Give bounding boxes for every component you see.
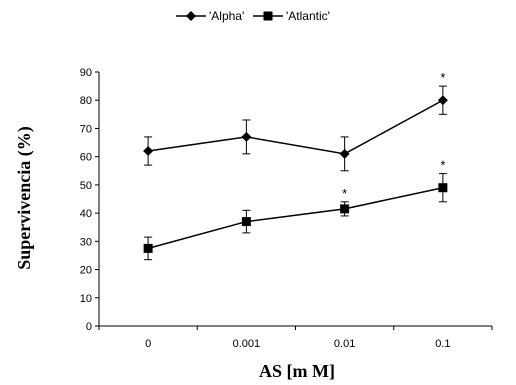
y-tick-label: 40 (80, 208, 92, 220)
data-point (143, 243, 153, 253)
y-tick-label: 80 (80, 95, 92, 107)
data-point (437, 95, 448, 106)
data-point (143, 146, 154, 157)
legend-marker (263, 11, 273, 21)
series-layer: *** (143, 70, 448, 261)
significance-star: * (440, 70, 445, 85)
data-point (438, 183, 448, 193)
significance-star: * (440, 158, 445, 173)
y-axis-title: Supervivencia (%) (14, 126, 35, 270)
significance-star: * (342, 186, 347, 201)
x-tick-label: 0.1 (435, 338, 450, 350)
y-tick-label: 20 (80, 265, 92, 277)
series-0: * (143, 70, 448, 172)
data-point (339, 148, 350, 159)
y-tick-label: 30 (80, 236, 92, 248)
y-tick-label: 50 (80, 180, 92, 192)
x-axis-title: AS [m M] (259, 361, 335, 381)
axes: 0 10 20 30 40 50 60 70 80 90 0 0.001 0.01 0.1 (80, 67, 493, 350)
legend-label: 'Alpha' (209, 9, 244, 23)
y-tick-label: 10 (80, 293, 92, 305)
y-tick-label: 90 (80, 67, 92, 79)
data-point (241, 217, 251, 227)
x-tick-label: 0.01 (334, 338, 355, 350)
data-point (340, 204, 350, 214)
legend-label: 'Atlantic' (286, 9, 330, 23)
y-tick-label: 0 (86, 321, 92, 333)
series-1: ** (143, 158, 448, 261)
data-point (241, 131, 252, 142)
y-tick-label: 60 (80, 152, 92, 164)
x-tick-label: 0.001 (233, 338, 261, 350)
x-tick-label: 0 (145, 338, 151, 350)
y-tick-label: 70 (80, 123, 92, 135)
series-line (147, 186, 444, 250)
legend-marker (186, 11, 196, 21)
series-line (148, 99, 444, 155)
legend: 'Alpha' 'Atlantic' (176, 9, 330, 23)
